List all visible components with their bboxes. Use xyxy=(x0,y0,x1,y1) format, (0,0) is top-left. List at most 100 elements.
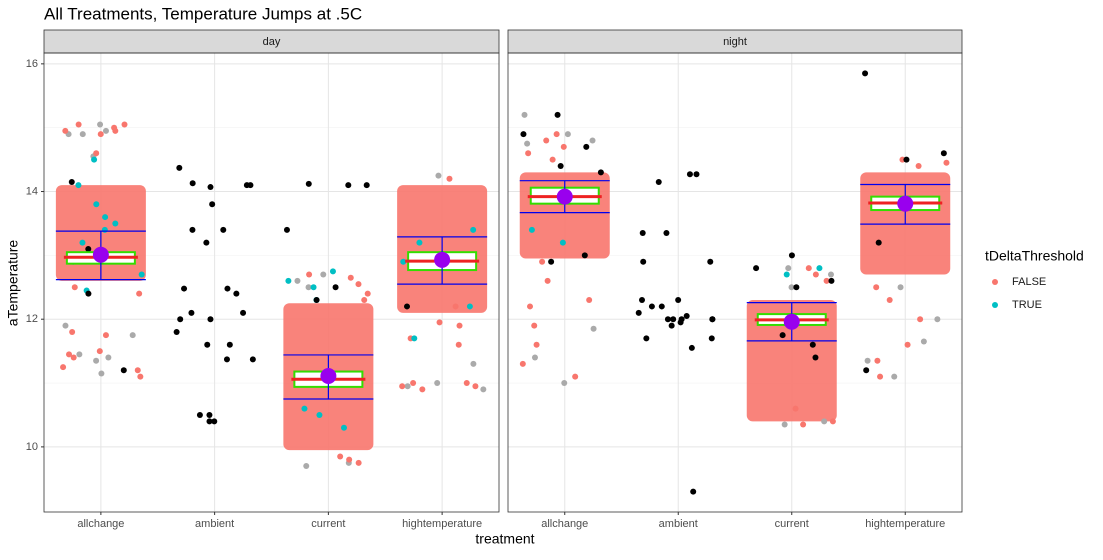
point xyxy=(557,162,564,169)
point xyxy=(561,380,568,387)
point xyxy=(310,284,317,291)
point xyxy=(920,338,927,345)
point xyxy=(572,373,579,380)
panel-background xyxy=(508,53,962,512)
point xyxy=(531,354,538,361)
point xyxy=(320,271,327,278)
point xyxy=(670,316,677,323)
point xyxy=(533,341,540,348)
point xyxy=(638,297,645,304)
x-tick-label: allchange xyxy=(541,518,588,530)
point xyxy=(708,335,715,342)
point xyxy=(70,354,77,361)
point xyxy=(105,354,112,361)
mean xyxy=(320,368,337,385)
point xyxy=(586,297,593,304)
point xyxy=(472,383,479,390)
point xyxy=(340,424,347,431)
point xyxy=(203,239,210,246)
point xyxy=(181,285,188,292)
y-tick-label: 12 xyxy=(26,313,38,325)
point xyxy=(305,180,312,187)
point xyxy=(779,332,786,339)
point xyxy=(176,164,183,171)
point xyxy=(96,348,103,355)
point xyxy=(347,274,354,281)
point xyxy=(121,121,128,128)
mean xyxy=(897,195,914,212)
point xyxy=(812,354,819,361)
point xyxy=(97,121,104,128)
point xyxy=(93,357,100,364)
point xyxy=(658,303,665,310)
point xyxy=(355,281,362,288)
point xyxy=(521,111,528,118)
point xyxy=(102,214,109,221)
point xyxy=(452,303,459,310)
point xyxy=(934,316,941,323)
point xyxy=(873,284,880,291)
point xyxy=(399,383,406,390)
strip-label: day xyxy=(263,36,281,48)
point xyxy=(285,277,292,284)
point xyxy=(361,297,368,304)
point xyxy=(470,226,477,233)
point xyxy=(800,421,807,428)
point xyxy=(79,239,86,246)
point xyxy=(75,182,82,189)
point xyxy=(224,285,231,292)
point xyxy=(707,258,714,265)
point xyxy=(693,171,700,178)
point xyxy=(821,418,828,425)
point xyxy=(204,341,211,348)
point xyxy=(785,265,792,272)
point xyxy=(120,367,127,374)
point xyxy=(677,319,684,326)
point xyxy=(519,360,526,367)
point xyxy=(435,172,442,179)
point xyxy=(520,131,527,138)
point xyxy=(206,411,213,418)
point xyxy=(548,258,555,265)
point xyxy=(874,357,881,364)
point xyxy=(480,386,487,393)
legend-label: FALSE xyxy=(1012,276,1046,288)
point xyxy=(864,357,871,364)
point xyxy=(249,356,256,363)
point xyxy=(456,322,463,329)
point xyxy=(675,297,682,304)
point xyxy=(206,418,213,425)
point xyxy=(173,328,180,335)
point xyxy=(539,258,546,265)
point xyxy=(243,182,250,189)
x-tick-label: current xyxy=(775,518,809,530)
point xyxy=(301,405,308,412)
point xyxy=(102,127,109,134)
mean xyxy=(556,188,573,205)
point xyxy=(590,325,597,332)
point xyxy=(903,156,910,163)
point xyxy=(753,265,760,272)
point xyxy=(828,277,835,284)
point xyxy=(446,175,453,182)
point xyxy=(60,364,67,371)
point xyxy=(812,271,819,278)
point xyxy=(640,258,647,265)
point xyxy=(436,319,443,326)
point xyxy=(875,239,882,246)
point xyxy=(805,265,812,272)
point xyxy=(75,121,82,128)
x-tick-label: hightemperature xyxy=(865,518,945,530)
point xyxy=(62,322,69,329)
point xyxy=(886,297,893,304)
point xyxy=(664,316,671,323)
point xyxy=(364,290,371,297)
point xyxy=(544,277,551,284)
point xyxy=(62,127,69,134)
y-tick-label: 10 xyxy=(26,441,38,453)
point xyxy=(400,258,407,265)
point xyxy=(220,226,227,233)
panel-border xyxy=(507,52,963,513)
point xyxy=(783,271,790,278)
